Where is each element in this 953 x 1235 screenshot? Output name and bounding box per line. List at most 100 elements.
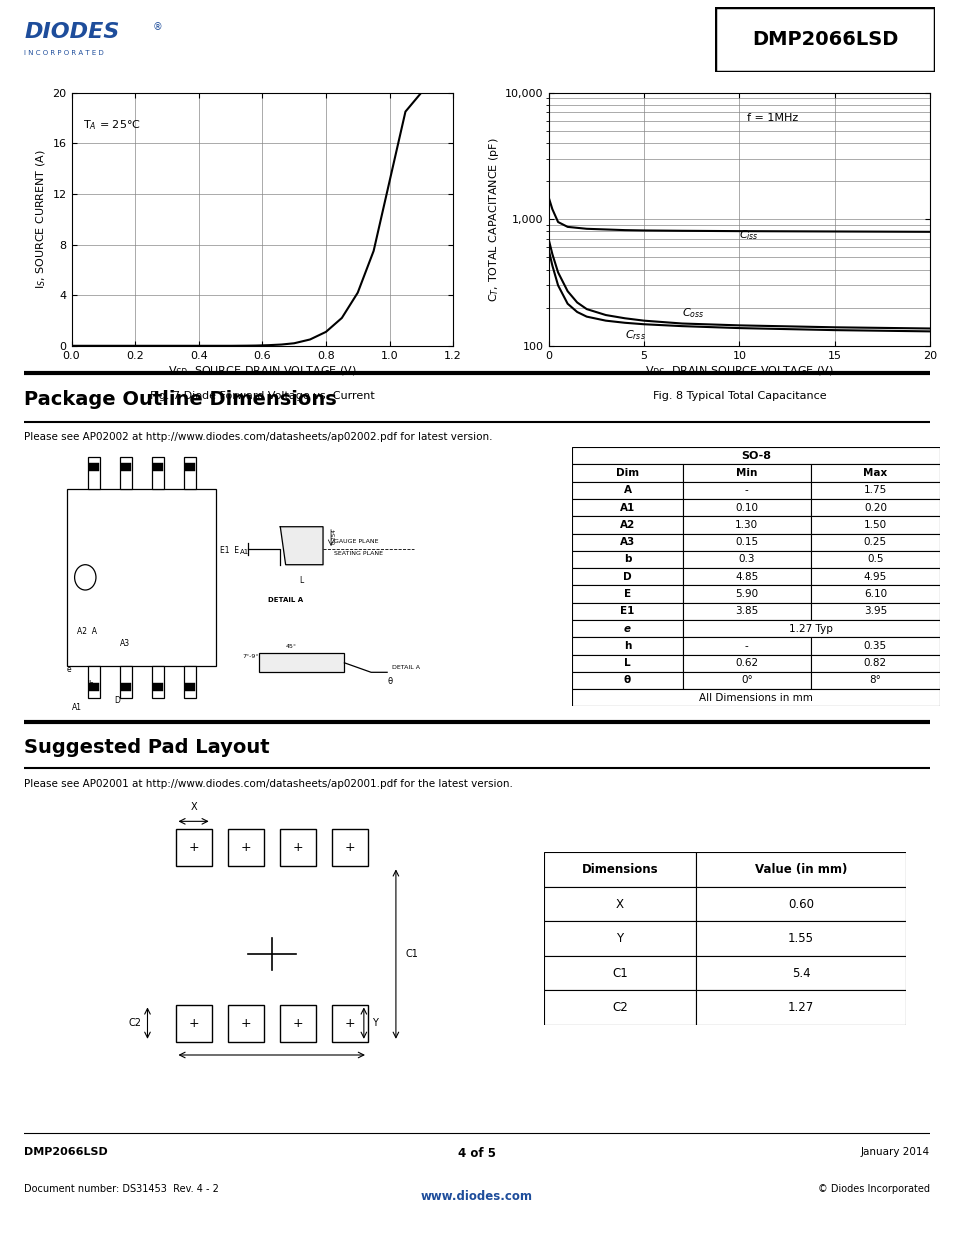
Bar: [88, 666, 100, 698]
Bar: [228, 830, 263, 867]
Text: 1.27: 1.27: [787, 1002, 814, 1014]
Bar: [810, 482, 939, 499]
Bar: [332, 830, 368, 867]
Bar: [572, 603, 681, 620]
Bar: [572, 464, 681, 482]
Bar: [696, 921, 905, 956]
Text: X: X: [616, 898, 623, 910]
Text: Y: Y: [616, 932, 623, 945]
X-axis label: V$_{DS}$, DRAIN-SOURCE VOLTAGE (V): V$_{DS}$, DRAIN-SOURCE VOLTAGE (V): [644, 364, 833, 378]
Text: C2: C2: [129, 1018, 141, 1028]
Text: All Dimensions in mm: All Dimensions in mm: [699, 693, 812, 703]
Text: A1: A1: [240, 550, 249, 555]
Bar: [153, 463, 163, 472]
Bar: [681, 637, 810, 655]
Text: +: +: [344, 1016, 355, 1030]
Bar: [572, 551, 681, 568]
Text: Please see AP02001 at http://www.diodes.com/datasheets/ap02001.pdf for the lates: Please see AP02001 at http://www.diodes.…: [24, 779, 512, 789]
Text: Please see AP02002 at http://www.diodes.com/datasheets/ap02002.pdf for latest ve: Please see AP02002 at http://www.diodes.…: [24, 432, 492, 442]
Text: Dimensions: Dimensions: [581, 863, 658, 876]
Bar: [696, 990, 905, 1025]
Text: 0.3: 0.3: [738, 555, 755, 564]
Text: e: e: [623, 624, 630, 634]
Bar: [681, 516, 810, 534]
Bar: [572, 534, 681, 551]
Bar: [696, 956, 905, 990]
Bar: [120, 457, 132, 489]
Bar: [572, 672, 681, 689]
Text: 0.5: 0.5: [866, 555, 882, 564]
Text: C1: C1: [612, 967, 627, 979]
Text: January 2014: January 2014: [861, 1146, 929, 1157]
Text: GAUGE PLANE: GAUGE PLANE: [334, 538, 377, 543]
Bar: [184, 666, 195, 698]
Bar: [572, 585, 681, 603]
Bar: [681, 534, 810, 551]
Text: f = 1MHz: f = 1MHz: [746, 112, 798, 122]
Text: +: +: [293, 1016, 303, 1030]
Bar: [810, 655, 939, 672]
Text: -: -: [744, 641, 748, 651]
Bar: [696, 852, 905, 887]
Text: +: +: [240, 1016, 251, 1030]
Bar: [696, 887, 905, 921]
Text: 0.15: 0.15: [735, 537, 758, 547]
Text: X: X: [190, 802, 196, 813]
Text: 0.62: 0.62: [735, 658, 758, 668]
Bar: [184, 457, 195, 489]
Bar: [121, 463, 131, 472]
Text: 0.82: 0.82: [863, 658, 886, 668]
Text: 0.254: 0.254: [332, 529, 336, 545]
Text: SEATING PLANE: SEATING PLANE: [334, 552, 382, 557]
Text: Document number: DS31453  Rev. 4 - 2: Document number: DS31453 Rev. 4 - 2: [24, 1183, 218, 1194]
Text: 0°: 0°: [740, 676, 752, 685]
Bar: [810, 585, 939, 603]
Bar: [572, 689, 939, 706]
Text: A2  A: A2 A: [77, 626, 97, 636]
Text: © Diodes Incorporated: © Diodes Incorporated: [818, 1183, 929, 1194]
Text: θ: θ: [623, 676, 631, 685]
Y-axis label: C$_{T}$, TOTAL CAPACITANCE (pF): C$_{T}$, TOTAL CAPACITANCE (pF): [487, 137, 500, 301]
Text: θ: θ: [387, 677, 392, 687]
Text: +: +: [344, 841, 355, 855]
Bar: [89, 683, 98, 692]
Bar: [152, 457, 164, 489]
Text: A3: A3: [619, 537, 635, 547]
Text: T$_A$ = 25°C: T$_A$ = 25°C: [83, 119, 141, 132]
Bar: [810, 551, 939, 568]
Text: 0.10: 0.10: [735, 503, 758, 513]
Text: D: D: [622, 572, 631, 582]
Text: +: +: [188, 1016, 198, 1030]
Text: +: +: [188, 841, 198, 855]
Bar: [67, 489, 216, 666]
Text: 0.60: 0.60: [787, 898, 813, 910]
Text: 4.85: 4.85: [735, 572, 758, 582]
Bar: [185, 683, 194, 692]
Y-axis label: I$_{S}$, SOURCE CURRENT (A): I$_{S}$, SOURCE CURRENT (A): [34, 149, 49, 289]
Text: A1: A1: [71, 703, 82, 711]
Bar: [120, 666, 132, 698]
Text: Min: Min: [736, 468, 757, 478]
X-axis label: V$_{SD}$, SOURCE-DRAIN VOLTAGE (V): V$_{SD}$, SOURCE-DRAIN VOLTAGE (V): [168, 364, 356, 378]
Text: Value (in mm): Value (in mm): [754, 863, 846, 876]
Bar: [681, 482, 810, 499]
Text: DMP2066LSD: DMP2066LSD: [751, 30, 898, 49]
Text: 3.95: 3.95: [862, 606, 886, 616]
Bar: [543, 990, 696, 1025]
Text: A: A: [623, 485, 631, 495]
Text: e: e: [67, 664, 71, 673]
Text: D: D: [114, 697, 120, 705]
Text: b: b: [623, 555, 631, 564]
Text: 1.27 Typ: 1.27 Typ: [788, 624, 832, 634]
Text: Max: Max: [862, 468, 886, 478]
Bar: [543, 956, 696, 990]
Bar: [681, 585, 810, 603]
Text: E1: E1: [619, 606, 634, 616]
Bar: [681, 464, 810, 482]
Bar: [681, 568, 810, 585]
Bar: [681, 551, 810, 568]
Text: 8°: 8°: [868, 676, 881, 685]
Bar: [681, 499, 810, 516]
Bar: [681, 603, 810, 620]
Text: Suggested Pad Layout: Suggested Pad Layout: [24, 737, 269, 757]
